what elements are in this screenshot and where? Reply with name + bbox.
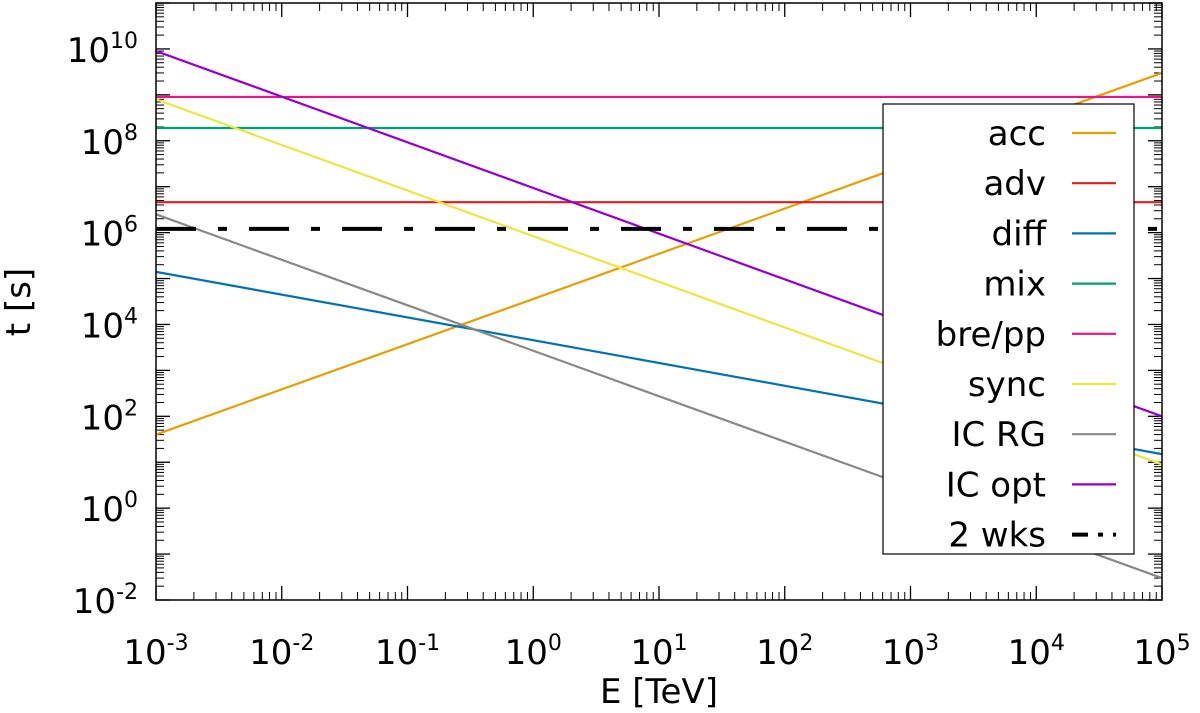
y-tick-labels: 10-2 100 102 104 106 108 1010	[67, 29, 138, 622]
x-tick-label: 10-2	[249, 631, 314, 673]
x-tick-label: 101	[630, 631, 687, 673]
y-tick-label: 1010	[67, 29, 138, 71]
y-tick-label: 106	[81, 213, 138, 255]
y-tick-label: 102	[81, 396, 138, 438]
legend-box	[882, 103, 1135, 555]
x-tick-label: 104	[1008, 631, 1065, 673]
legend-label: IC opt	[946, 465, 1046, 505]
y-tick-label: 10-2	[73, 580, 138, 622]
x-tick-label: 102	[756, 631, 813, 673]
x-tick-labels: 10-3 10-2 10-1 100 101 102 103 104 105	[123, 631, 1190, 673]
y-tick-label: 108	[81, 121, 138, 163]
legend-label: sync	[968, 365, 1046, 405]
x-axis-title: E [TeV]	[600, 672, 718, 712]
legend: acc adv diff mix bre/pp sync IC RG IC opt 2 wks	[882, 103, 1135, 556]
legend-label: bre/pp	[936, 315, 1046, 355]
legend-label: acc	[988, 114, 1046, 154]
legend-label: diff	[992, 214, 1048, 254]
x-tick-label: 105	[1133, 631, 1190, 673]
y-tick-label: 104	[81, 304, 138, 346]
y-tick-label: 100	[81, 488, 138, 530]
legend-label: mix	[983, 265, 1046, 305]
legend-label: adv	[983, 164, 1046, 204]
legend-label: 2 wks	[948, 516, 1046, 556]
x-tick-label: 10-1	[375, 631, 440, 673]
minor-ticks	[156, 3, 1162, 600]
y-axis-title: t [s]	[0, 268, 39, 336]
x-tick-label: 103	[882, 631, 939, 673]
legend-label: IC RG	[951, 415, 1046, 455]
x-tick-label: 100	[505, 631, 562, 673]
plot-frame	[155, 2, 1163, 601]
x-tick-label: 10-3	[123, 631, 188, 673]
